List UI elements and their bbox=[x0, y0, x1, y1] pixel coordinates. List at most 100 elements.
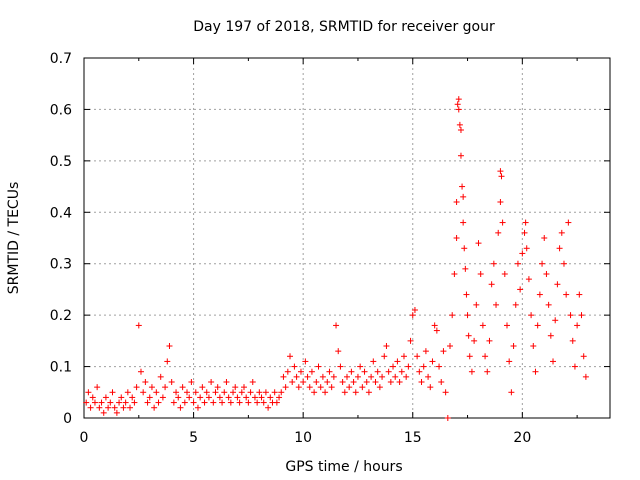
data-point bbox=[223, 379, 230, 385]
data-point bbox=[131, 399, 138, 406]
data-point bbox=[536, 291, 543, 298]
data-point bbox=[442, 389, 449, 396]
x-tick-label: 10 bbox=[294, 430, 312, 446]
data-point bbox=[357, 363, 364, 370]
data-point bbox=[251, 394, 258, 401]
data-point bbox=[463, 291, 470, 298]
data-point bbox=[457, 127, 464, 133]
x-tick-label: 5 bbox=[189, 430, 198, 446]
data-point bbox=[425, 373, 432, 380]
data-point bbox=[541, 235, 548, 241]
data-point bbox=[262, 389, 269, 396]
data-point bbox=[212, 389, 219, 396]
data-point bbox=[354, 373, 361, 380]
data-point bbox=[234, 394, 241, 401]
data-point bbox=[501, 271, 508, 277]
data-point bbox=[576, 291, 583, 298]
data-point bbox=[376, 384, 383, 391]
data-point bbox=[530, 343, 537, 349]
data-point bbox=[232, 384, 239, 391]
data-point bbox=[96, 404, 103, 411]
data-point bbox=[427, 384, 434, 391]
data-point bbox=[350, 379, 357, 385]
data-point bbox=[497, 168, 504, 175]
data-point bbox=[155, 399, 162, 406]
data-point bbox=[346, 384, 353, 391]
data-point bbox=[302, 358, 309, 365]
data-point bbox=[276, 394, 283, 401]
plot-frame bbox=[83, 57, 611, 419]
data-point bbox=[335, 348, 342, 355]
data-point bbox=[372, 379, 379, 385]
data-point bbox=[368, 373, 375, 380]
data-point bbox=[116, 399, 123, 406]
data-point bbox=[311, 389, 318, 396]
data-point bbox=[324, 379, 331, 385]
data-point bbox=[409, 312, 416, 319]
data-point bbox=[153, 389, 160, 396]
data-point bbox=[148, 384, 155, 391]
data-point bbox=[89, 394, 96, 401]
data-point bbox=[512, 301, 519, 308]
data-point bbox=[144, 399, 151, 406]
y-tick-label: 0.2 bbox=[50, 308, 72, 324]
chart-title: Day 197 of 2018, SRMTID for receiver gou… bbox=[193, 19, 495, 35]
y-tick-label: 0.7 bbox=[50, 51, 72, 67]
data-point bbox=[341, 389, 348, 396]
y-tick-label: 0.1 bbox=[50, 360, 72, 376]
data-point bbox=[317, 384, 324, 391]
data-point bbox=[339, 379, 346, 385]
data-point bbox=[91, 399, 98, 406]
data-point bbox=[454, 101, 461, 108]
data-point bbox=[468, 368, 475, 375]
data-point bbox=[466, 353, 473, 360]
data-point bbox=[85, 389, 92, 396]
data-point bbox=[236, 399, 243, 406]
data-point bbox=[517, 286, 524, 293]
data-point bbox=[133, 384, 140, 391]
data-point bbox=[146, 394, 153, 401]
data-point bbox=[543, 271, 550, 277]
data-point bbox=[519, 250, 526, 257]
data-point bbox=[284, 368, 291, 375]
data-point bbox=[105, 404, 112, 411]
data-point bbox=[319, 373, 326, 380]
data-point bbox=[315, 363, 322, 370]
data-point bbox=[225, 394, 232, 401]
data-point bbox=[457, 152, 464, 159]
y-tick-label: 0 bbox=[63, 411, 72, 427]
data-point bbox=[291, 363, 298, 370]
data-point bbox=[337, 363, 344, 370]
data-point bbox=[249, 379, 256, 385]
data-point bbox=[278, 389, 285, 396]
data-point bbox=[554, 281, 561, 288]
data-point bbox=[98, 399, 105, 406]
data-point bbox=[313, 379, 320, 385]
data-point bbox=[392, 373, 399, 380]
data-point bbox=[565, 219, 572, 226]
data-point bbox=[186, 394, 193, 401]
data-point bbox=[398, 368, 405, 375]
y-tick-label: 0.3 bbox=[50, 257, 72, 273]
data-point bbox=[205, 394, 212, 401]
data-point bbox=[352, 389, 359, 396]
data-point bbox=[387, 379, 394, 385]
data-point bbox=[287, 353, 294, 360]
data-point bbox=[308, 368, 315, 375]
data-point bbox=[499, 219, 506, 226]
data-point bbox=[429, 358, 436, 365]
data-point bbox=[118, 394, 125, 401]
data-point bbox=[461, 245, 468, 252]
data-point bbox=[379, 373, 386, 380]
data-point bbox=[456, 121, 463, 128]
data-point bbox=[330, 373, 337, 380]
data-point bbox=[498, 173, 505, 180]
data-point bbox=[194, 404, 201, 411]
data-point bbox=[140, 389, 147, 396]
data-points bbox=[83, 96, 589, 421]
data-point bbox=[192, 389, 199, 396]
data-point bbox=[486, 337, 493, 344]
data-point bbox=[582, 373, 589, 380]
data-point bbox=[374, 368, 381, 375]
